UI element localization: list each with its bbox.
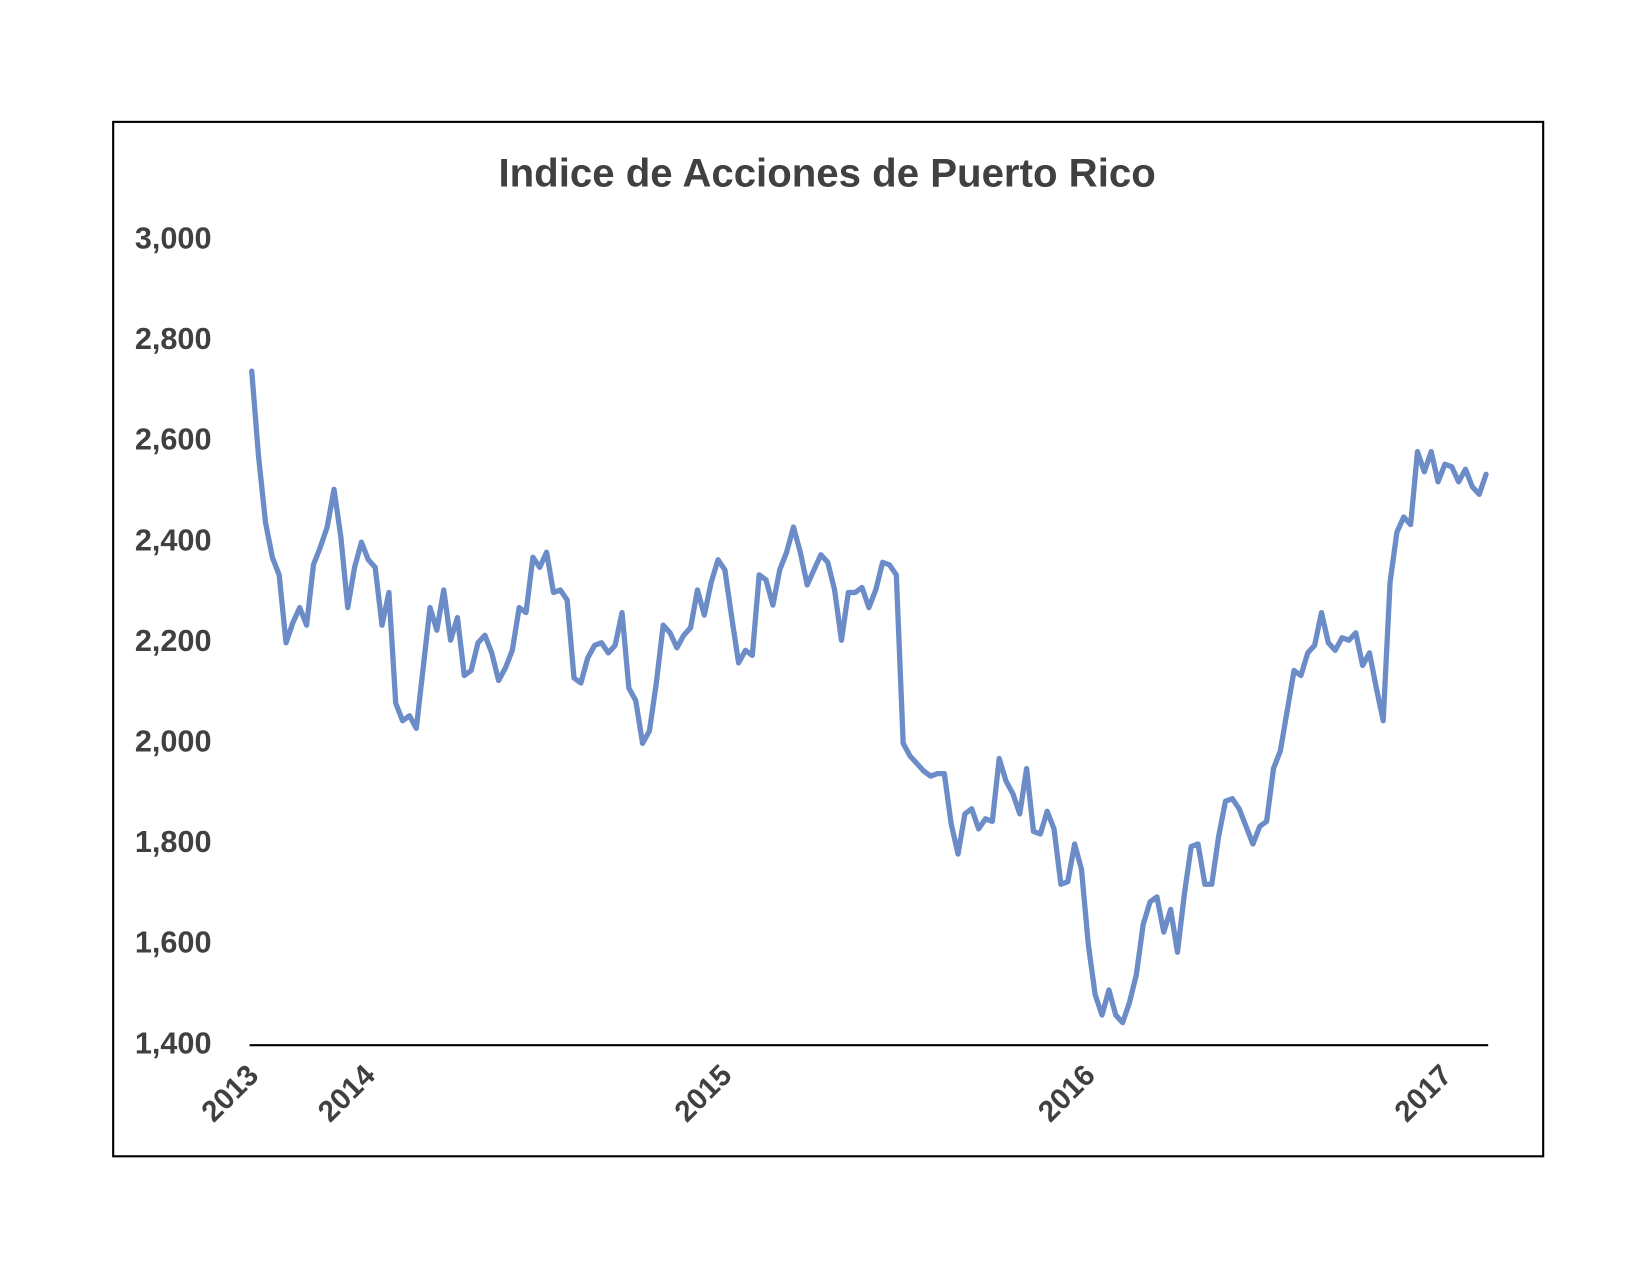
chart-frame bbox=[112, 120, 1545, 1158]
line-series bbox=[249, 368, 1489, 1026]
y-tick-label: 2,600 bbox=[135, 423, 212, 457]
y-tick-label: 2,000 bbox=[135, 725, 212, 759]
y-tick-label: 2,800 bbox=[135, 322, 212, 356]
y-tick-label: 2,200 bbox=[135, 624, 212, 658]
y-tick-label: 1,400 bbox=[135, 1026, 212, 1060]
y-tick-label: 1,600 bbox=[135, 926, 212, 960]
y-tick-label: 2,400 bbox=[135, 523, 212, 557]
y-tick-label: 1,800 bbox=[135, 825, 212, 859]
y-tick-label: 3,000 bbox=[135, 221, 212, 255]
chart-title: Indice de Acciones de Puerto Rico bbox=[498, 150, 1155, 195]
